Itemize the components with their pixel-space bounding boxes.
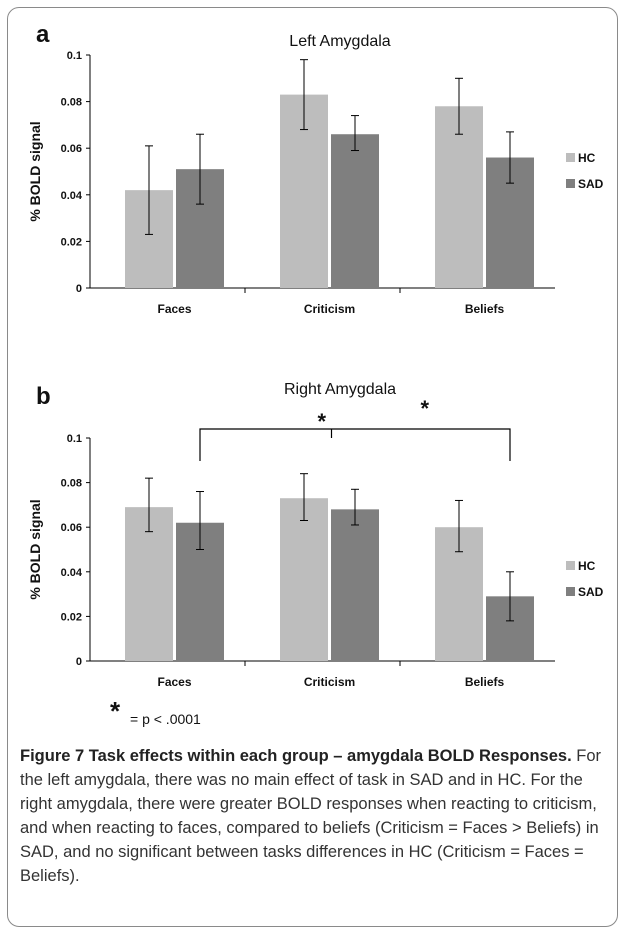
x-tick-label-criticism: Criticism <box>304 675 355 689</box>
caption-title: Figure 7 Task effects within each group … <box>20 747 572 765</box>
y-tick-label: 0.06 <box>61 143 82 155</box>
significance-star-criticism-beliefs: * <box>420 396 429 421</box>
y-axis-label: % BOLD signal <box>27 121 43 221</box>
figure-caption: Figure 7 Task effects within each group … <box>20 744 610 888</box>
y-tick-label: 0.06 <box>61 522 82 534</box>
legend-swatch-sad <box>566 179 575 188</box>
y-tick-label: 0.1 <box>67 433 82 445</box>
caption-text: For the left amygdala, there was no main… <box>20 747 602 885</box>
y-tick-label: 0 <box>76 283 82 295</box>
chart-title: Right Amygdala <box>284 381 396 398</box>
legend-label-sad: SAD <box>578 585 604 599</box>
x-tick-label-faces: Faces <box>157 302 191 316</box>
y-tick-label: 0.08 <box>61 478 82 490</box>
y-tick-label: 0.08 <box>61 97 82 109</box>
panel-label-a: a <box>36 21 50 48</box>
bar-sad-criticism <box>331 509 379 661</box>
significance-star-faces-beliefs: * <box>317 409 326 434</box>
figure-charts: a Left Amygdala 0 0.02 0.04 0.06 0.08 0.1 % BOLD… <box>27 21 604 727</box>
bar-hc-criticism <box>280 498 328 661</box>
y-tick-label: 0.02 <box>61 611 82 623</box>
y-tick-label: 0.04 <box>61 567 83 579</box>
panel-label-b: b <box>36 383 51 410</box>
significance-note-marker: * <box>110 696 121 726</box>
bar-hc-beliefs <box>435 106 483 288</box>
chart-title: Left Amygdala <box>289 33 391 50</box>
bar-sad-criticism <box>331 134 379 288</box>
y-axis-label: % BOLD signal <box>27 499 43 599</box>
y-tick-label: 0 <box>76 656 82 668</box>
bar-hc-faces <box>125 507 173 661</box>
legend-swatch-sad <box>566 587 575 596</box>
y-tick-label: 0.02 <box>61 236 82 248</box>
x-tick-label-criticism: Criticism <box>304 302 355 316</box>
y-tick-label: 0.1 <box>67 50 82 62</box>
x-tick-label-faces: Faces <box>157 675 191 689</box>
significance-bracket-faces-beliefs <box>199 428 511 461</box>
legend-swatch-hc <box>566 153 575 162</box>
legend-label-hc: HC <box>578 151 596 165</box>
significance-note-text: = p < .0001 <box>130 711 201 727</box>
y-tick-label: 0.04 <box>61 190 83 202</box>
x-tick-label-beliefs: Beliefs <box>465 675 505 689</box>
x-tick-label-beliefs: Beliefs <box>465 302 505 316</box>
legend-swatch-hc <box>566 561 575 570</box>
legend-label-hc: HC <box>578 559 596 573</box>
legend-label-sad: SAD <box>578 177 604 191</box>
